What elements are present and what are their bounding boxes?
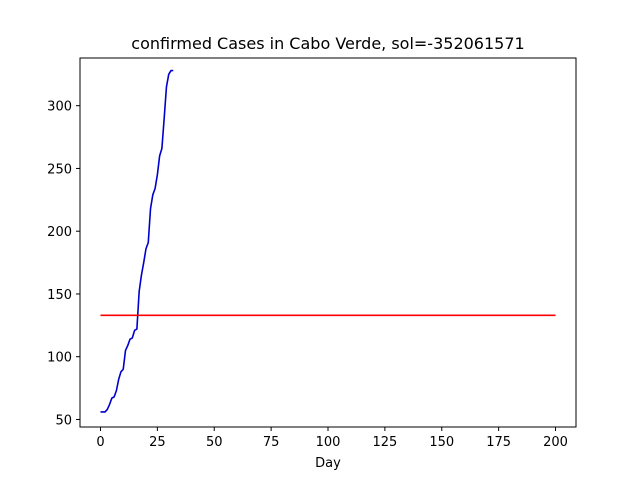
x-tick-label: 75 (263, 435, 280, 450)
x-tick-label: 0 (96, 435, 104, 450)
series-layer (100, 69, 556, 413)
x-tick-label: 200 (543, 435, 568, 450)
x-tick-label: 125 (372, 435, 397, 450)
y-tick-label: 100 (47, 351, 72, 366)
x-tick-label: 100 (316, 435, 341, 450)
y-tick-label: 250 (47, 162, 72, 177)
y-axis-ticks: 50 100 150 200 250 300 (47, 100, 80, 428)
plot-area (79, 57, 577, 428)
x-axis-ticks: 0 25 50 75 100 125 150 175 200 (96, 427, 568, 450)
x-tick-label: 150 (429, 435, 454, 450)
x-tick-label: 50 (206, 435, 223, 450)
y-tick-label: 200 (47, 225, 72, 240)
y-tick-label: 50 (55, 413, 72, 428)
y-tick-label: 150 (47, 288, 72, 303)
chart-title: confirmed Cases in Cabo Verde, sol=-3520… (131, 34, 524, 53)
x-tick-label: 25 (149, 435, 166, 450)
x-axis-label: Day (315, 456, 341, 471)
series-line-1 (100, 69, 174, 413)
x-tick-label: 175 (486, 435, 511, 450)
y-tick-label: 300 (47, 100, 72, 115)
